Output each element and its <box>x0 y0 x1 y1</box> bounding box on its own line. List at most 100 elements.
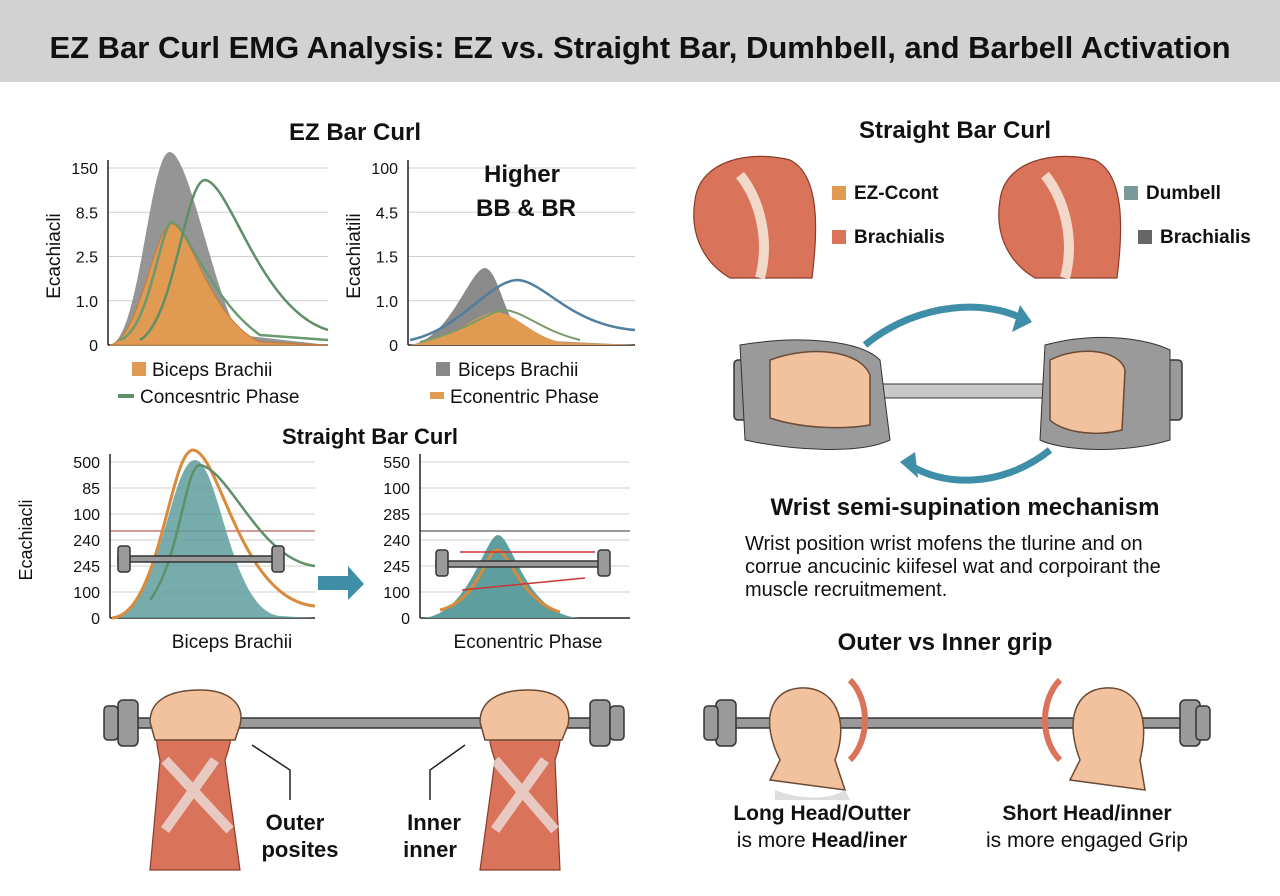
muscle-illustration <box>693 155 1122 280</box>
shape <box>490 756 559 834</box>
grip-illustration <box>703 677 1211 800</box>
y-tick-label: 100 <box>371 161 398 178</box>
shape <box>998 155 1122 279</box>
annotation: Higher <box>484 161 560 188</box>
y-tick-label: 245 <box>383 559 410 576</box>
y-tick-label: 240 <box>73 533 100 550</box>
legend-label: Econentric Phase <box>450 387 599 408</box>
legend-label: Biceps Brachii <box>152 360 272 381</box>
arrow <box>318 566 364 600</box>
y-tick-label: 1.0 <box>376 294 398 311</box>
y-tick-label: 500 <box>73 455 100 472</box>
body-text: Wrist position wrist mofens the tlurine … <box>745 533 1143 555</box>
barbell-icon <box>117 545 285 573</box>
shape <box>1042 677 1063 763</box>
shape <box>429 744 466 800</box>
curve-area <box>109 223 329 346</box>
annotation: BB & BR <box>476 195 576 222</box>
x-label: Biceps Brachii <box>172 632 292 653</box>
legend-swatch <box>1138 230 1152 244</box>
y-tick-label: 1.5 <box>376 250 398 267</box>
y-tick-label: 4.5 <box>376 205 398 222</box>
legend-swatch <box>132 362 146 376</box>
y-tick-label: 0 <box>91 611 100 628</box>
shape <box>271 545 285 573</box>
legend-label: Brachialis <box>854 227 945 248</box>
shape <box>908 447 1053 484</box>
shape <box>1012 305 1032 332</box>
shape <box>693 155 817 279</box>
shape <box>1195 705 1211 741</box>
legend-swatch <box>1124 186 1138 200</box>
y-label: Ecachiacli <box>44 213 65 299</box>
grip-illustration <box>103 689 625 871</box>
shape <box>117 545 131 573</box>
arrow <box>461 577 586 591</box>
shape <box>117 699 139 747</box>
caption-part: Head/iner <box>812 829 908 852</box>
shape <box>103 705 119 741</box>
y-tick-label: 245 <box>73 559 100 576</box>
y-tick-label: 100 <box>383 481 410 498</box>
y-tick-label: 0 <box>389 338 398 355</box>
shape <box>769 350 871 429</box>
body-text: corrue ancucinic kiifesel wat and corpoi… <box>745 556 1161 578</box>
y-tick-label: 100 <box>383 585 410 602</box>
shape <box>1068 687 1146 791</box>
y-tick-label: 285 <box>383 507 410 524</box>
legend-label: Concesntric Phase <box>140 387 299 408</box>
y-tick-label: 0 <box>401 611 410 628</box>
chart-title: Straight Bar Curl <box>282 424 458 449</box>
shape <box>715 699 737 747</box>
y-tick-label: 0 <box>89 338 98 355</box>
y-tick-label: 85 <box>82 481 100 498</box>
y-tick-label: 240 <box>383 533 410 550</box>
shape <box>736 171 769 280</box>
legend-swatch <box>436 362 450 376</box>
legend-label: EZ-Ccont <box>854 183 939 204</box>
shape <box>775 790 850 800</box>
legend-label: Brachialis <box>1160 227 1251 248</box>
curve-line <box>419 308 581 343</box>
caption: is more engaged Grip <box>986 829 1188 852</box>
y-label: Ecachiatili <box>344 213 365 299</box>
y-tick-label: 550 <box>383 455 410 472</box>
shape <box>117 555 284 563</box>
legend-label: Biceps Brachii <box>458 360 578 381</box>
shape <box>597 549 611 577</box>
curve-line <box>139 178 329 342</box>
grip-label: Outer <box>266 810 325 835</box>
y-tick-label: 1.0 <box>76 294 98 311</box>
y-tick-label: 150 <box>71 161 98 178</box>
shape <box>703 705 719 741</box>
curve-area <box>410 312 635 345</box>
grip-label: posites <box>261 837 338 862</box>
curve-line <box>439 548 561 614</box>
shape <box>589 699 611 747</box>
shape <box>900 452 918 478</box>
shape <box>1049 350 1126 434</box>
chart-title: EZ Bar Curl <box>289 119 421 146</box>
curve-line <box>409 278 636 342</box>
shape <box>768 687 847 791</box>
curve-line <box>148 463 316 601</box>
legend-swatch <box>430 392 444 399</box>
barbell-icon <box>435 549 611 577</box>
caption-part: is more <box>737 829 806 852</box>
caption: is more Head/iner <box>737 829 907 852</box>
curve-line <box>111 448 316 620</box>
y-tick-label: 100 <box>73 507 100 524</box>
shape <box>847 677 868 763</box>
caption: Short Head/inner <box>1002 802 1171 825</box>
shape <box>149 689 242 741</box>
section-title: Wrist semi-supination mechanism <box>771 494 1160 521</box>
shape <box>160 756 234 834</box>
shape <box>609 705 625 741</box>
shape <box>435 549 449 577</box>
shape <box>251 744 291 800</box>
y-tick-label: 8.5 <box>76 205 98 222</box>
shape <box>862 303 1027 348</box>
x-label: Econentric Phase <box>454 632 603 653</box>
body-text: muscle recruitmement. <box>745 579 947 601</box>
